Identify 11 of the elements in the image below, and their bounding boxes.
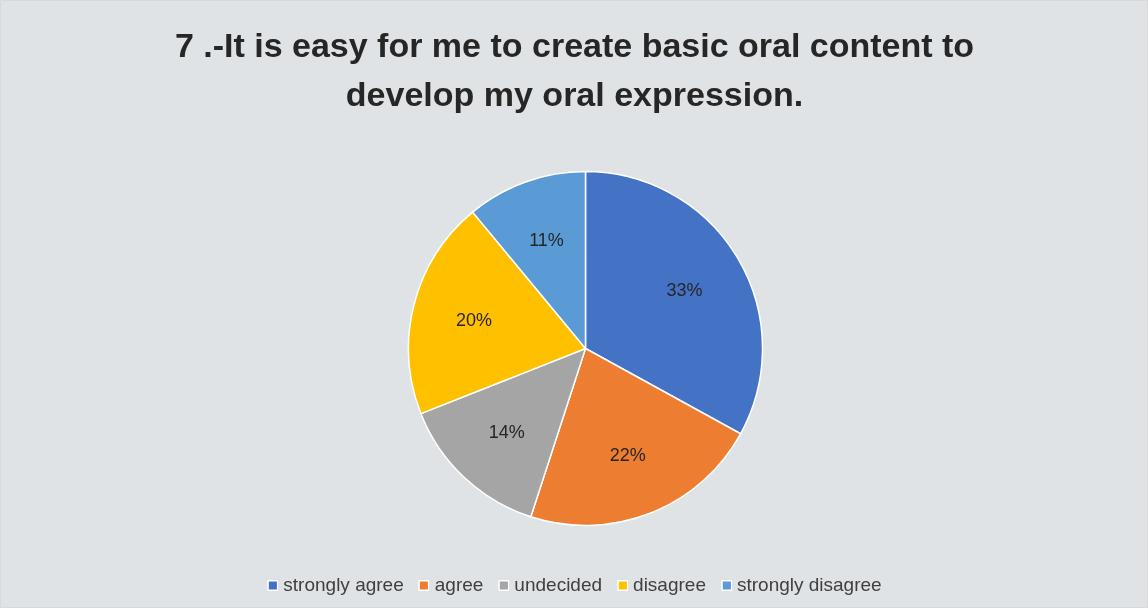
data-label: 33%: [666, 279, 703, 300]
legend-label: strongly agree: [283, 574, 404, 596]
legend-label: disagree: [633, 574, 706, 596]
legend-label: agree: [434, 574, 484, 596]
data-label: 22%: [609, 445, 646, 466]
legend-label: strongly disagree: [736, 574, 882, 596]
data-label: 11%: [529, 230, 564, 251]
data-label: 20%: [456, 309, 493, 330]
data-label: 14%: [488, 422, 525, 443]
chart-title: 7 .-It is easy for me to create basic oral content to develop my oral expression.: [174, 25, 975, 114]
legend-label: undecided: [514, 574, 603, 596]
